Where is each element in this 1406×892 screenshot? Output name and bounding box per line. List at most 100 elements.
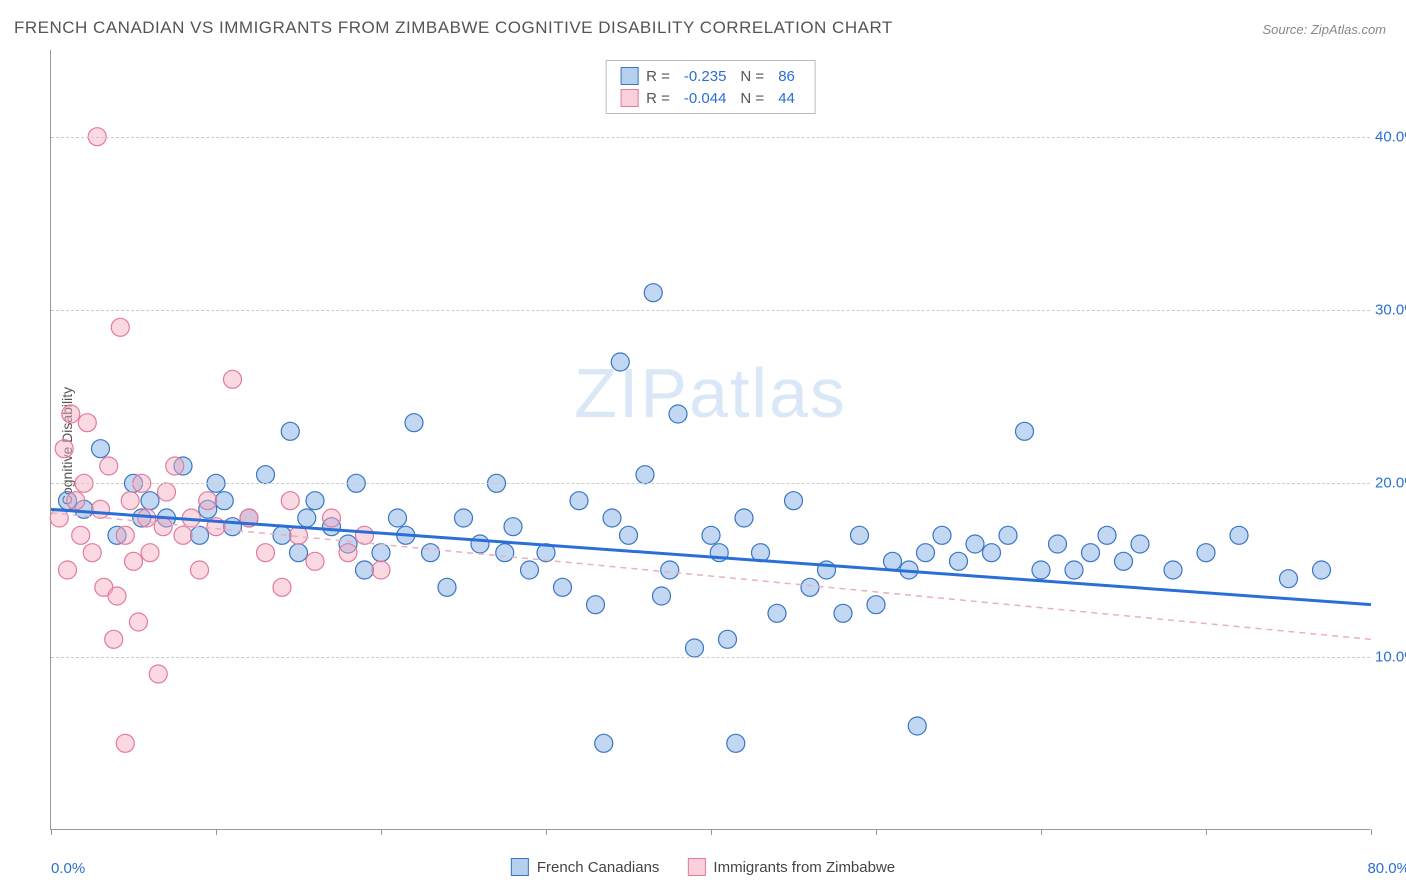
x-tick: [1041, 829, 1042, 835]
scatter-point: [1016, 422, 1034, 440]
swatch-blue-icon: [511, 858, 529, 876]
scatter-point: [653, 587, 671, 605]
chart-title: FRENCH CANADIAN VS IMMIGRANTS FROM ZIMBA…: [14, 18, 893, 38]
n-label: N =: [740, 68, 764, 85]
scatter-point: [1313, 561, 1331, 579]
scatter-point: [727, 734, 745, 752]
scatter-point: [719, 630, 737, 648]
scatter-point: [422, 544, 440, 562]
scatter-point: [521, 561, 539, 579]
scatter-point: [92, 500, 110, 518]
x-tick: [51, 829, 52, 835]
scatter-point: [1197, 544, 1215, 562]
scatter-point: [611, 353, 629, 371]
scatter-point: [1065, 561, 1083, 579]
scatter-point: [158, 483, 176, 501]
scatter-point: [636, 466, 654, 484]
n-value-pink: 44: [778, 90, 795, 107]
scatter-point: [339, 544, 357, 562]
swatch-pink-icon: [620, 89, 638, 107]
scatter-point: [129, 613, 147, 631]
scatter-point: [92, 440, 110, 458]
scatter-point: [851, 526, 869, 544]
trend-line: [51, 509, 1371, 604]
scatter-point: [257, 466, 275, 484]
scatter-point: [191, 526, 209, 544]
y-tick-label: 10.0%: [1375, 648, 1406, 665]
swatch-blue-icon: [620, 67, 638, 85]
scatter-point: [290, 544, 308, 562]
gridline: [51, 483, 1370, 484]
scatter-point: [372, 544, 390, 562]
scatter-point: [372, 561, 390, 579]
gridline: [51, 657, 1370, 658]
r-value-pink: -0.044: [684, 90, 727, 107]
scatter-point: [801, 578, 819, 596]
x-tick: [876, 829, 877, 835]
scatter-point: [669, 405, 687, 423]
scatter-point: [356, 561, 374, 579]
n-label-2: N =: [740, 90, 764, 107]
gridline: [51, 137, 1370, 138]
scatter-point: [785, 492, 803, 510]
scatter-point: [504, 518, 522, 536]
scatter-point: [100, 457, 118, 475]
scatter-point: [121, 492, 139, 510]
scatter-point: [735, 509, 753, 527]
scatter-point: [1115, 552, 1133, 570]
scatter-point: [496, 544, 514, 562]
scatter-point: [62, 405, 80, 423]
scatter-point: [1164, 561, 1182, 579]
scatter-point: [55, 440, 73, 458]
scatter-point: [323, 509, 341, 527]
stats-legend: R = -0.235 N = 86 R = -0.044 N = 44: [605, 60, 816, 114]
x-tick-label-right: 80.0%: [1367, 860, 1406, 877]
scatter-point: [966, 535, 984, 553]
scatter-point: [908, 717, 926, 735]
scatter-point: [554, 578, 572, 596]
legend-label-blue: French Canadians: [537, 859, 660, 876]
r-label-2: R =: [646, 90, 670, 107]
x-tick: [711, 829, 712, 835]
scatter-point: [111, 318, 129, 336]
scatter-point: [281, 492, 299, 510]
x-tick-label-left: 0.0%: [51, 860, 85, 877]
scatter-point: [306, 492, 324, 510]
scatter-point: [570, 492, 588, 510]
scatter-point: [174, 526, 192, 544]
scatter-point: [191, 561, 209, 579]
scatter-point: [298, 509, 316, 527]
scatter-point: [116, 734, 134, 752]
source-label: Source: ZipAtlas.com: [1262, 22, 1386, 37]
scatter-point: [867, 596, 885, 614]
scatter-point: [1280, 570, 1298, 588]
scatter-point: [603, 509, 621, 527]
r-value-blue: -0.235: [684, 68, 727, 85]
scatter-point: [620, 526, 638, 544]
x-tick: [1371, 829, 1372, 835]
scatter-point: [950, 552, 968, 570]
y-tick-label: 20.0%: [1375, 475, 1406, 492]
stats-row-blue: R = -0.235 N = 86: [620, 65, 801, 87]
legend-item-pink: Immigrants from Zimbabwe: [687, 858, 895, 876]
scatter-point: [1098, 526, 1116, 544]
legend-item-blue: French Canadians: [511, 858, 660, 876]
y-tick-label: 30.0%: [1375, 302, 1406, 319]
legend-label-pink: Immigrants from Zimbabwe: [713, 859, 895, 876]
y-tick-label: 40.0%: [1375, 128, 1406, 145]
scatter-point: [587, 596, 605, 614]
x-tick: [216, 829, 217, 835]
scatter-point: [917, 544, 935, 562]
scatter-point: [108, 587, 126, 605]
r-label: R =: [646, 68, 670, 85]
scatter-point: [455, 509, 473, 527]
scatter-point: [768, 604, 786, 622]
plot-svg: [51, 50, 1370, 829]
gridline: [51, 310, 1370, 311]
scatter-point: [116, 526, 134, 544]
scatter-point: [78, 414, 96, 432]
scatter-point: [141, 492, 159, 510]
scatter-point: [306, 552, 324, 570]
scatter-point: [224, 370, 242, 388]
scatter-point: [1082, 544, 1100, 562]
